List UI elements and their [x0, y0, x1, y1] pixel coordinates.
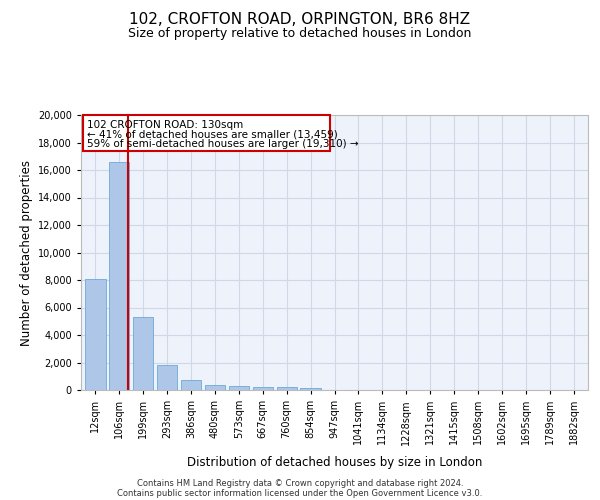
Text: ← 41% of detached houses are smaller (13,459): ← 41% of detached houses are smaller (13… [87, 130, 338, 140]
Bar [277, 387, 297, 390]
Text: Contains public sector information licensed under the Open Government Licence v3: Contains public sector information licen… [118, 488, 482, 498]
FancyBboxPatch shape [83, 115, 330, 151]
Bar [109, 162, 130, 390]
Bar [301, 388, 321, 390]
Text: Contains HM Land Registry data © Crown copyright and database right 2024.: Contains HM Land Registry data © Crown c… [137, 478, 463, 488]
X-axis label: Distribution of detached houses by size in London: Distribution of detached houses by size … [187, 456, 482, 468]
Bar [229, 386, 249, 390]
Bar [181, 380, 201, 390]
Bar [157, 364, 177, 390]
Text: Size of property relative to detached houses in London: Size of property relative to detached ho… [128, 28, 472, 40]
Bar [133, 317, 154, 390]
Y-axis label: Number of detached properties: Number of detached properties [20, 160, 32, 346]
Bar [253, 387, 273, 390]
Bar [205, 385, 225, 390]
Bar [85, 278, 106, 390]
Text: 102, CROFTON ROAD, ORPINGTON, BR6 8HZ: 102, CROFTON ROAD, ORPINGTON, BR6 8HZ [130, 12, 470, 28]
Text: 59% of semi-detached houses are larger (19,310) →: 59% of semi-detached houses are larger (… [87, 139, 359, 149]
Text: 102 CROFTON ROAD: 130sqm: 102 CROFTON ROAD: 130sqm [87, 120, 243, 130]
